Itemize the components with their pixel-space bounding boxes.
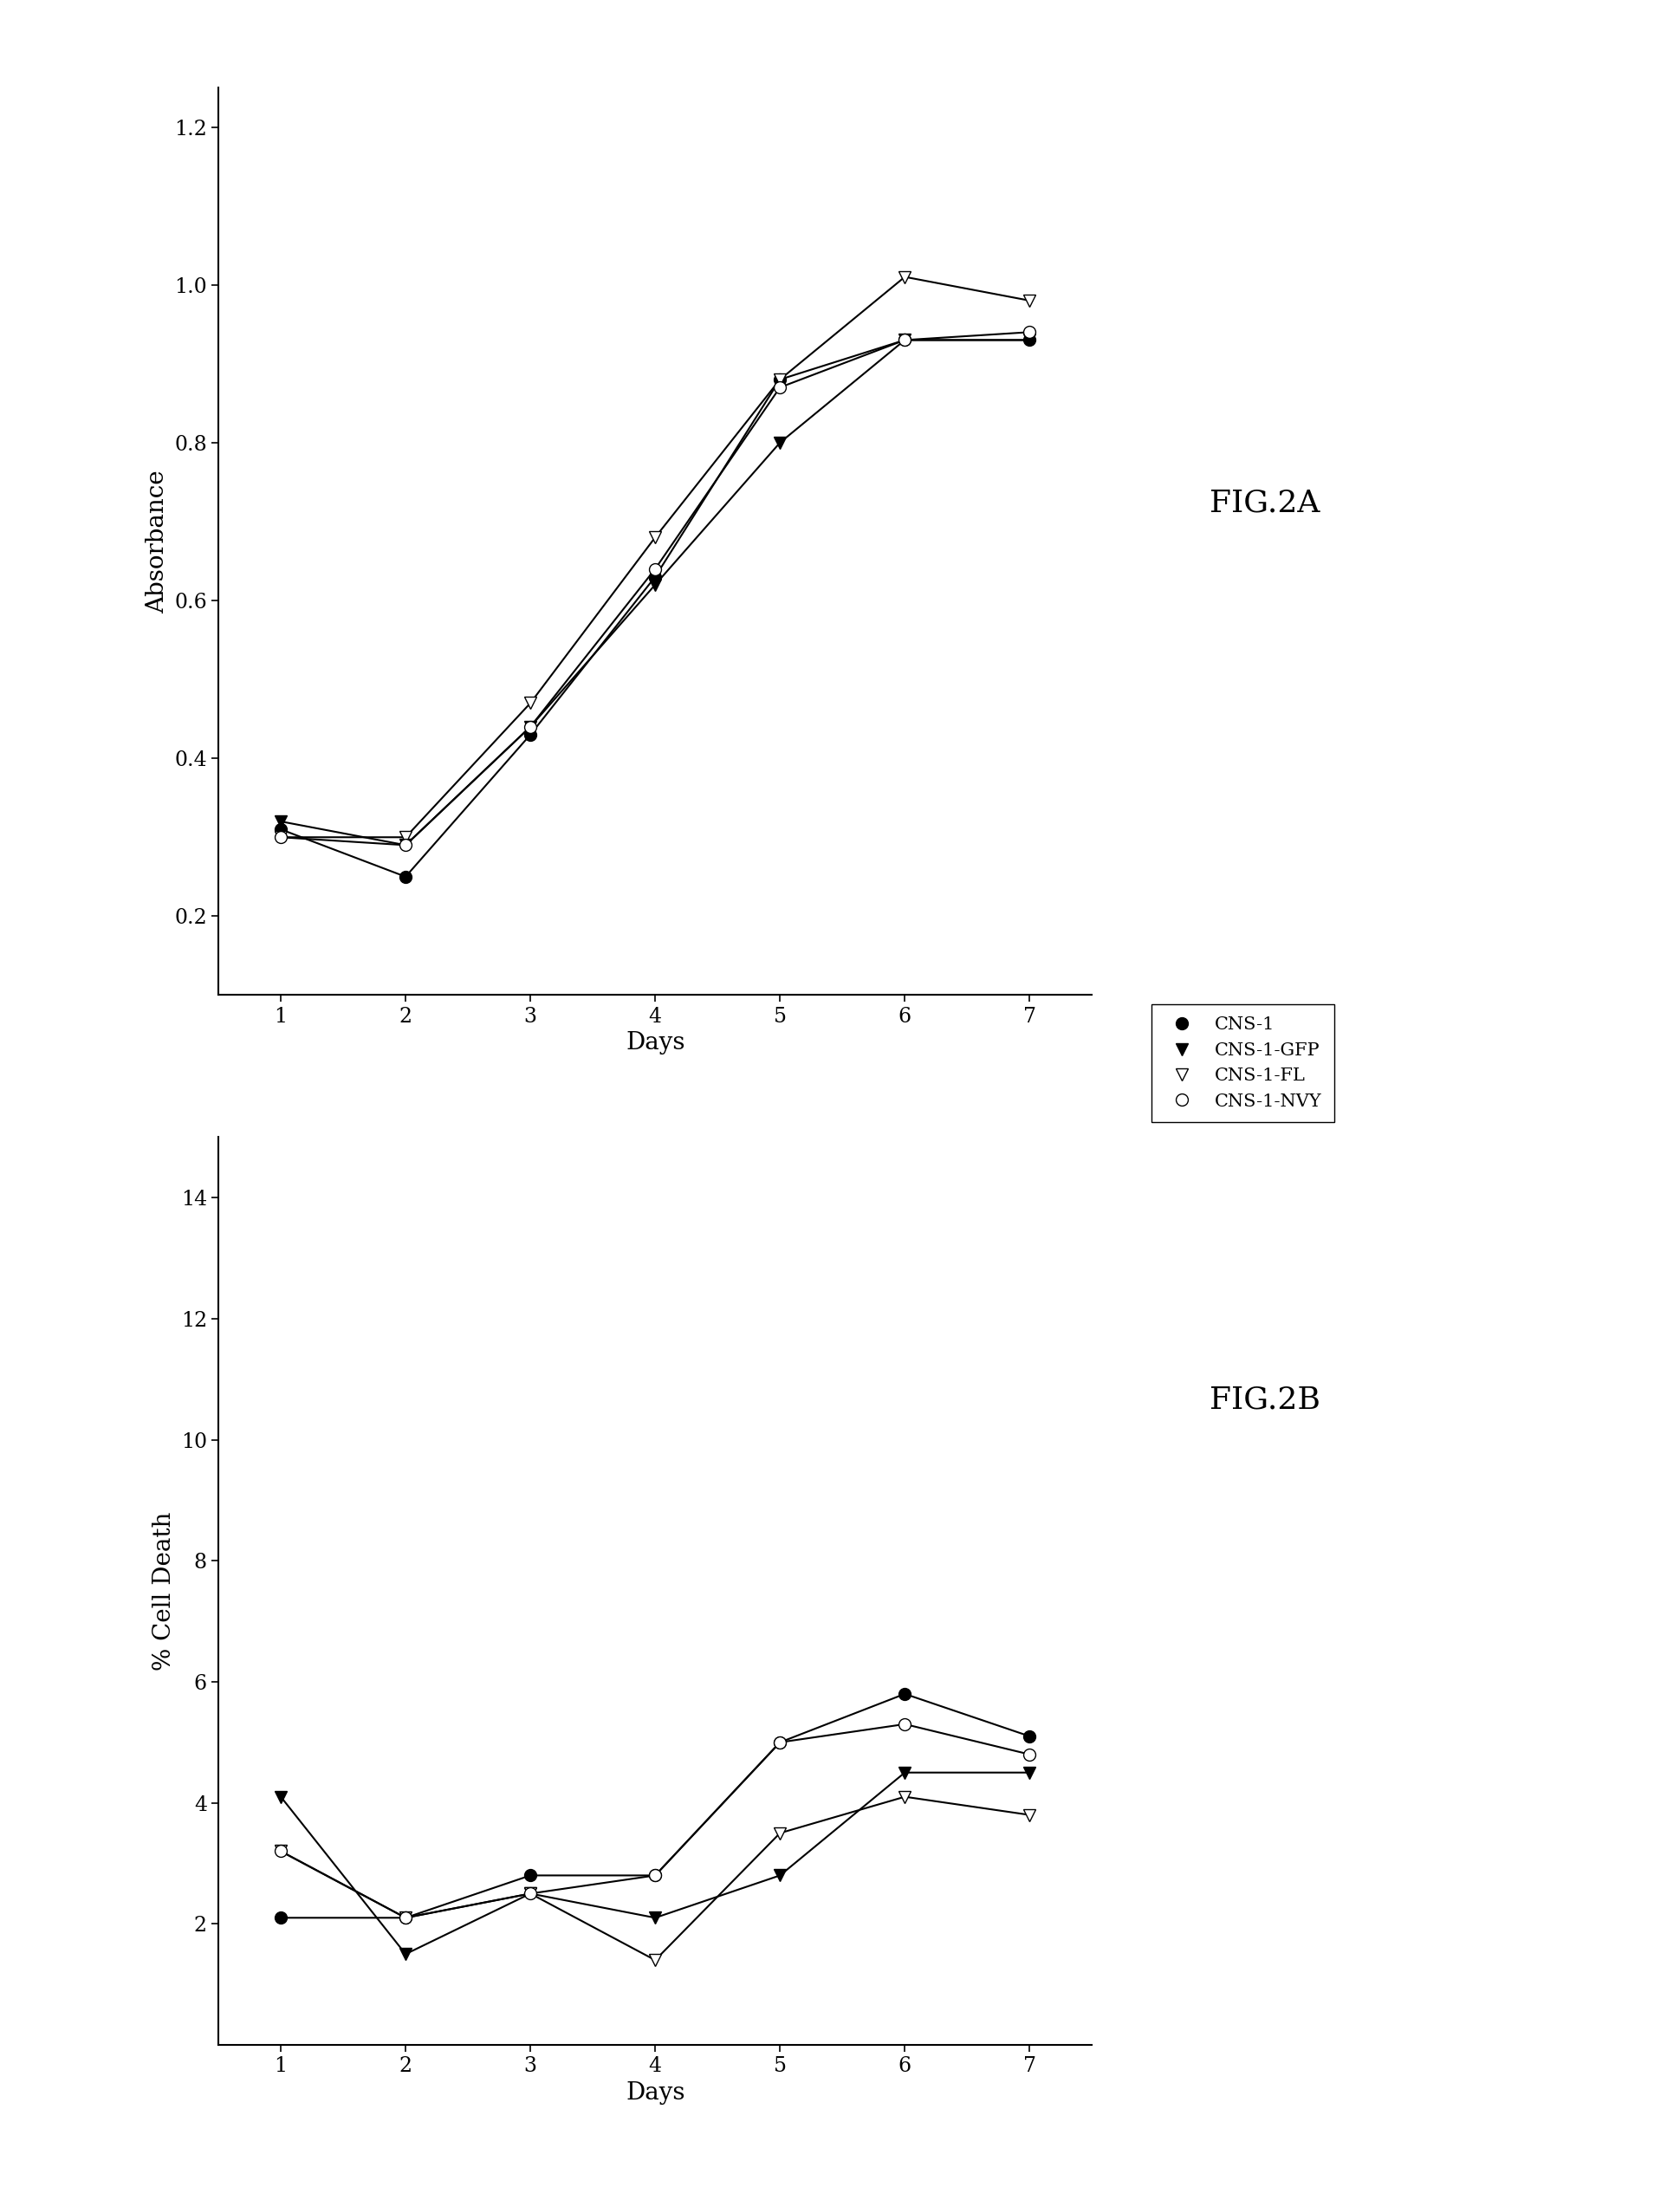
Text: FIG.2B: FIG.2B [1210, 1384, 1320, 1415]
Legend: CNS-1, CNS-1-GFP, CNS-1-FL, CNS-1-NVY: CNS-1, CNS-1-GFP, CNS-1-FL, CNS-1-NVY [1151, 1004, 1334, 1122]
Y-axis label: % Cell Death: % Cell Death [153, 1511, 176, 1671]
X-axis label: Days: Days [625, 1032, 685, 1054]
Text: FIG.2A: FIG.2A [1210, 488, 1320, 518]
X-axis label: Days: Days [625, 2082, 685, 2104]
Y-axis label: Absorbance: Absorbance [146, 470, 170, 612]
